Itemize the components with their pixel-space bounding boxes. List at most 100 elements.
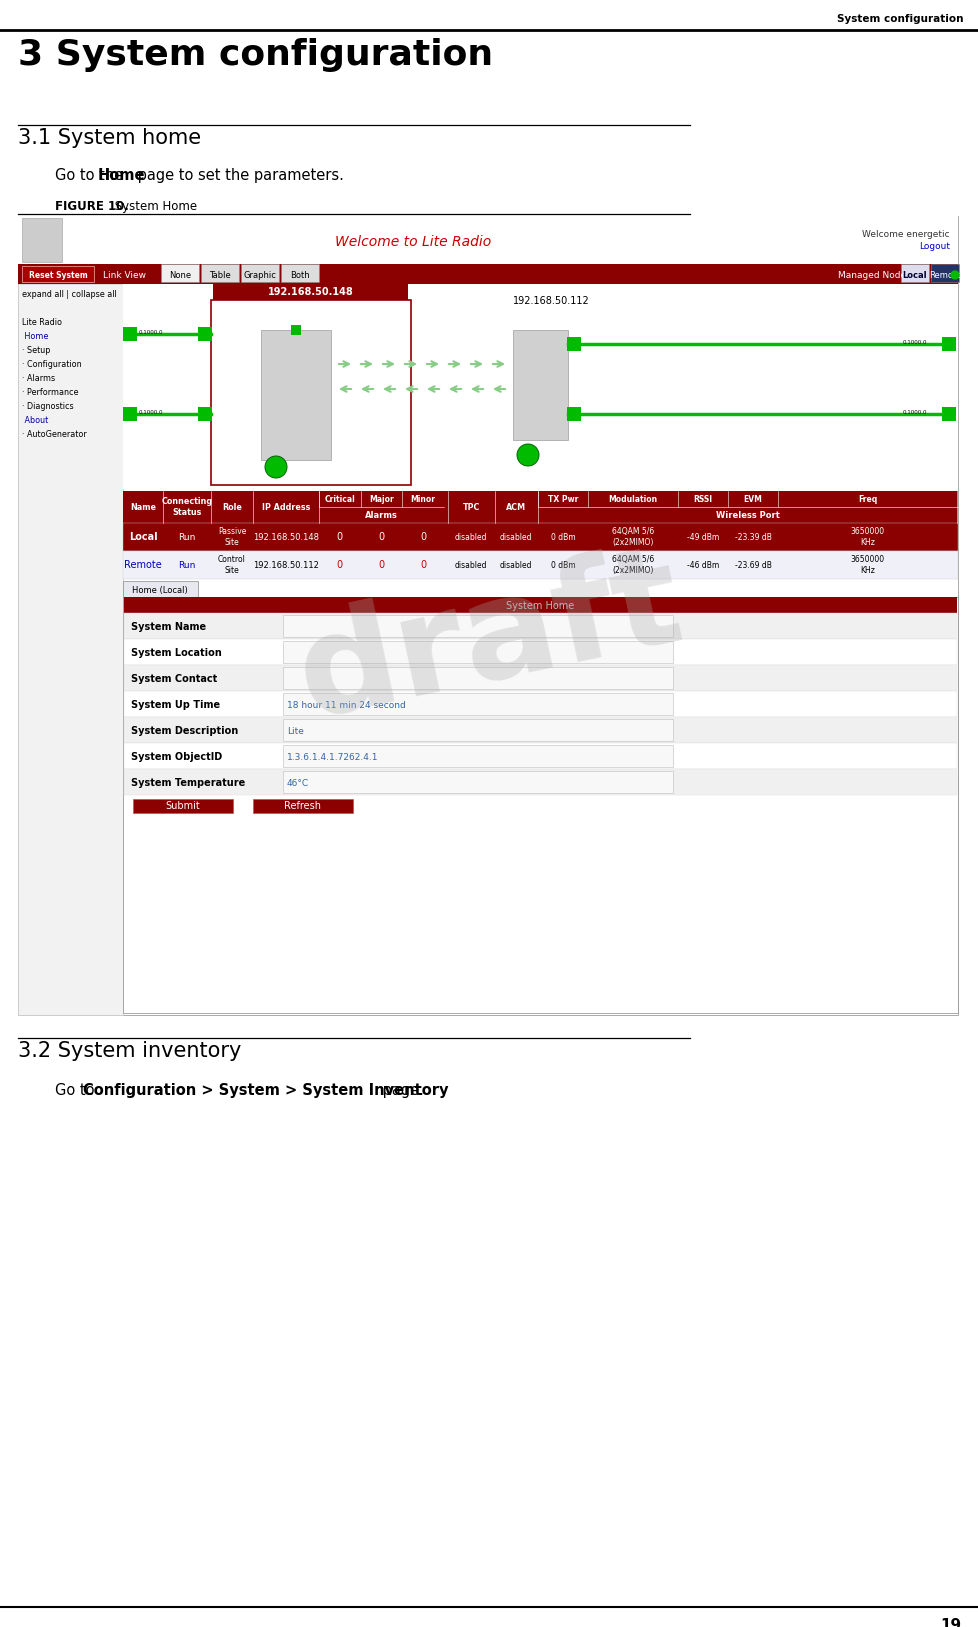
Bar (198, 407, 212, 421)
Text: System Location: System Location (131, 648, 222, 657)
Bar (283, 719, 672, 740)
Text: 0: 0 (336, 560, 342, 569)
Text: 3.1 System home: 3.1 System home (18, 129, 200, 148)
Text: 192.168.50.148: 192.168.50.148 (267, 286, 353, 298)
Text: 19: 19 (939, 1617, 960, 1627)
Bar (18, 216, 957, 264)
Bar (123, 581, 198, 597)
Text: page.: page. (378, 1084, 423, 1098)
Bar (22, 265, 94, 281)
Bar (123, 522, 957, 552)
Text: -23.69 dB: -23.69 dB (734, 560, 771, 569)
Text: 192.168.50.148: 192.168.50.148 (252, 532, 319, 542)
Text: -49 dBm: -49 dBm (687, 532, 719, 542)
Text: 0 dBm: 0 dBm (550, 560, 575, 569)
Text: RSSI: RSSI (692, 495, 712, 503)
Text: Passive
Site: Passive Site (217, 527, 245, 547)
Text: · AutoGenerator: · AutoGenerator (22, 430, 87, 439)
Text: Home: Home (98, 168, 146, 182)
Bar (124, 744, 956, 770)
Text: · Setup: · Setup (22, 347, 50, 355)
Text: 0.1000.0: 0.1000.0 (902, 340, 926, 345)
Bar (124, 613, 956, 639)
Bar (512, 330, 567, 439)
Text: Freq: Freq (857, 495, 876, 503)
Bar (283, 641, 672, 662)
Bar (133, 799, 233, 814)
Text: Go to the: Go to the (55, 168, 128, 182)
Text: TX Pwr: TX Pwr (548, 495, 578, 503)
Text: 0: 0 (378, 560, 384, 569)
Text: 0.1000.0: 0.1000.0 (902, 410, 926, 415)
Text: Local: Local (128, 532, 157, 542)
Text: ACM: ACM (506, 503, 526, 511)
Text: About: About (22, 417, 48, 425)
Text: Submit: Submit (165, 800, 200, 810)
Bar (123, 327, 137, 342)
Text: Wireless Port: Wireless Port (715, 511, 778, 519)
Text: disabled: disabled (455, 532, 487, 542)
Circle shape (950, 272, 958, 278)
Text: disabled: disabled (499, 532, 532, 542)
Text: · Diagnostics: · Diagnostics (22, 402, 73, 412)
Text: System configuration: System configuration (836, 15, 963, 24)
Text: 0.1000.0: 0.1000.0 (139, 410, 163, 415)
Text: 0: 0 (378, 532, 384, 542)
Text: System Home: System Home (506, 600, 574, 612)
Text: System Description: System Description (131, 726, 238, 735)
Bar (124, 639, 956, 665)
Text: Configuration > System > System Inventory: Configuration > System > System Inventor… (83, 1084, 448, 1098)
Text: Control
Site: Control Site (218, 555, 245, 574)
Text: Run: Run (178, 532, 196, 542)
Text: · Alarms: · Alarms (22, 374, 55, 382)
Bar (18, 264, 957, 285)
Text: · Performance: · Performance (22, 387, 78, 397)
Bar (211, 299, 411, 485)
Text: Refresh: Refresh (285, 800, 321, 810)
Bar (160, 264, 199, 281)
Bar (124, 718, 956, 744)
Bar (124, 770, 956, 796)
Bar (241, 264, 279, 281)
Bar (930, 264, 958, 281)
Text: Local: Local (902, 270, 926, 280)
Bar (283, 771, 672, 792)
Text: TPC: TPC (463, 503, 479, 511)
Text: System Home: System Home (111, 200, 197, 213)
Bar (283, 745, 672, 766)
Text: -46 dBm: -46 dBm (687, 560, 719, 569)
Text: System Temperature: System Temperature (131, 778, 245, 787)
Text: None: None (169, 270, 191, 280)
Circle shape (265, 456, 287, 478)
Text: expand all | collapse all: expand all | collapse all (22, 290, 116, 299)
Bar (566, 337, 580, 351)
Text: Run: Run (178, 560, 196, 569)
Text: 3650000
KHz: 3650000 KHz (850, 527, 884, 547)
Bar (566, 407, 580, 421)
Text: 192.168.50.112: 192.168.50.112 (512, 296, 589, 306)
Text: Managed Node: Managed Node (837, 270, 906, 280)
Bar (252, 799, 353, 814)
Text: Home: Home (22, 332, 48, 342)
Text: System Up Time: System Up Time (131, 700, 220, 709)
Text: Alarms: Alarms (365, 511, 397, 519)
Bar (283, 615, 672, 638)
Text: Critical: Critical (324, 495, 355, 503)
Bar (123, 407, 137, 421)
Bar (281, 264, 319, 281)
Text: Modulation: Modulation (607, 495, 657, 503)
Text: IP Address: IP Address (261, 503, 310, 511)
Text: 0.1000.0: 0.1000.0 (139, 330, 163, 335)
Text: EVM: EVM (743, 495, 762, 503)
Text: Home (Local): Home (Local) (132, 586, 188, 594)
Text: Welcome energetic: Welcome energetic (862, 229, 949, 239)
Text: Minor: Minor (410, 495, 435, 503)
Bar (290, 325, 300, 335)
Bar (283, 693, 672, 714)
Bar (123, 552, 957, 579)
Text: Lite: Lite (287, 727, 303, 735)
Text: Logout: Logout (918, 242, 949, 251)
Text: Go to: Go to (55, 1084, 99, 1098)
Text: 0: 0 (336, 532, 342, 542)
Text: System Name: System Name (131, 622, 206, 631)
